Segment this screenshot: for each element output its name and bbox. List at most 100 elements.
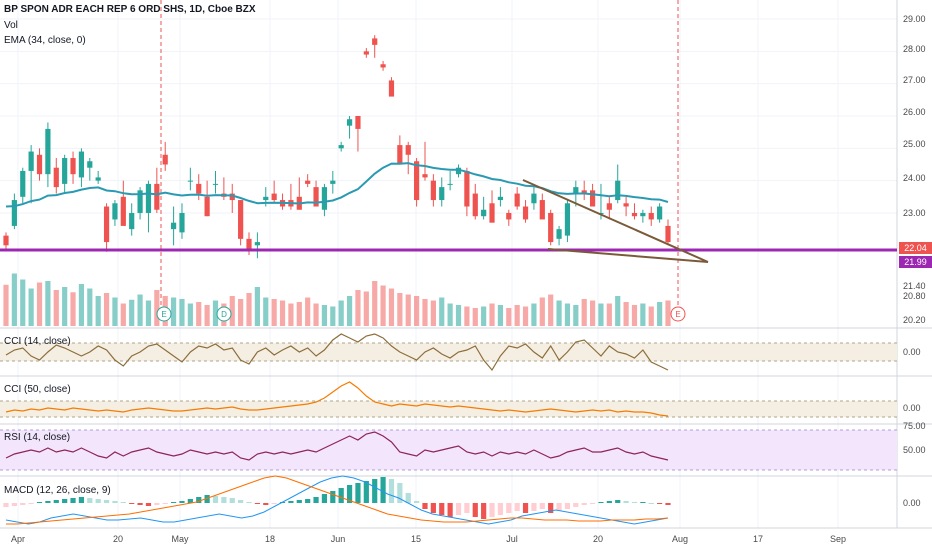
volume-bar — [514, 305, 520, 326]
candle-body — [388, 80, 395, 97]
ema-label: EMA (34, close, 0) — [4, 35, 86, 46]
macd-hist-bar — [372, 479, 378, 503]
price-tick: 28.00 — [903, 44, 926, 54]
candle-body — [506, 212, 512, 220]
candle-body — [28, 151, 34, 171]
indicator-panes — [0, 333, 897, 525]
macd-hist-bar — [363, 481, 369, 503]
candle-body — [271, 193, 277, 201]
macd-hist-bar — [296, 500, 302, 503]
volume-bar — [489, 303, 495, 326]
macd-hist-bar — [246, 502, 252, 503]
volume-bar — [45, 281, 51, 326]
macd-hist-bar — [355, 483, 361, 503]
volume-bar — [179, 299, 185, 326]
macd-hist-bar — [439, 503, 445, 515]
event-marker-letter: D — [221, 310, 227, 319]
candle-body — [103, 206, 110, 243]
volume-bar — [70, 292, 76, 326]
volume-bar — [447, 303, 453, 326]
macd-hist-bar — [137, 503, 143, 505]
candle-body — [53, 167, 59, 188]
rsi-line — [5, 431, 669, 461]
candle-body — [70, 158, 76, 175]
volume-bar — [53, 290, 59, 326]
time-label: May — [171, 534, 189, 544]
macd-hist-bar — [631, 502, 638, 503]
volume-bar — [363, 291, 369, 326]
rsi-mid: 50.00 — [903, 445, 926, 455]
candle-body — [346, 119, 353, 126]
macd-hist-bar — [489, 503, 495, 517]
candle-body — [539, 200, 545, 220]
volume-bar — [548, 294, 554, 326]
price-tick: 29.00 — [903, 14, 926, 24]
macd-hist-bar — [53, 500, 59, 503]
macd-hist-bar — [145, 503, 152, 506]
time-label: 18 — [265, 534, 275, 544]
macd-hist-bar — [36, 502, 43, 503]
time-label: Sep — [830, 534, 846, 544]
candle-body — [556, 229, 562, 239]
time-label: Jun — [331, 534, 346, 544]
volume-bar — [154, 290, 160, 326]
macd-hist-bar — [70, 498, 76, 503]
candle-body — [606, 203, 612, 210]
candle-body — [78, 151, 85, 178]
volume-bar — [305, 297, 311, 326]
candle-body — [640, 212, 646, 217]
event-marker-letter: E — [161, 310, 166, 319]
volume-bar — [187, 303, 193, 326]
ema-line — [5, 162, 669, 208]
volume-bar — [665, 300, 671, 326]
cci50-line — [5, 381, 669, 417]
candle-body — [581, 190, 587, 194]
volume-bar — [346, 296, 353, 326]
volume-bar — [62, 287, 68, 326]
candle-body — [514, 193, 520, 207]
candle-body — [129, 212, 135, 230]
volume-bar — [313, 303, 319, 326]
volume-bar — [355, 290, 361, 326]
volume-bar — [657, 302, 663, 326]
time-axis-bg — [0, 529, 932, 550]
event-marker-circle — [670, 306, 686, 322]
last-price-tag: 22.04 — [899, 242, 932, 254]
volume-bar — [263, 297, 269, 326]
macd-hist-bar — [548, 503, 554, 513]
candle-body — [430, 180, 436, 201]
volume-bar — [380, 285, 386, 326]
volume-bar — [129, 299, 135, 326]
rsi-label: RSI (14, close) — [4, 432, 71, 443]
macd-hist-bar — [497, 503, 504, 515]
volume-bar — [212, 300, 219, 326]
volume-bar — [564, 303, 571, 326]
price-tick: 25.00 — [903, 139, 926, 149]
rsi-top: 75.00 — [903, 421, 926, 431]
macd-hist-bar — [581, 503, 587, 505]
macd-hist-bar — [665, 503, 671, 505]
event-marker-letter: E — [675, 310, 680, 319]
grid — [0, 0, 932, 529]
candle-body — [657, 206, 663, 220]
volume-bars — [3, 273, 671, 326]
candle-body — [481, 209, 487, 217]
volume-bar — [279, 300, 286, 326]
candle-body — [405, 145, 411, 155]
macd-hist-bar — [28, 503, 34, 504]
candle-body — [363, 51, 369, 55]
candle-body — [229, 193, 235, 201]
candle-body — [145, 183, 152, 213]
macd-hist-bar — [11, 503, 17, 506]
macd-hist-bar — [346, 485, 353, 503]
macd-hist-bar — [45, 501, 51, 503]
macd-hist-bar — [405, 493, 411, 503]
ema-path — [5, 162, 669, 208]
cci50-zero: 0.00 — [903, 403, 921, 413]
candle-body — [263, 196, 269, 201]
macd-hist-bar — [229, 498, 235, 503]
cci14-label: CCI (14, close) — [4, 336, 71, 347]
macd-hist-bar — [212, 496, 219, 503]
candle-body — [3, 235, 9, 246]
